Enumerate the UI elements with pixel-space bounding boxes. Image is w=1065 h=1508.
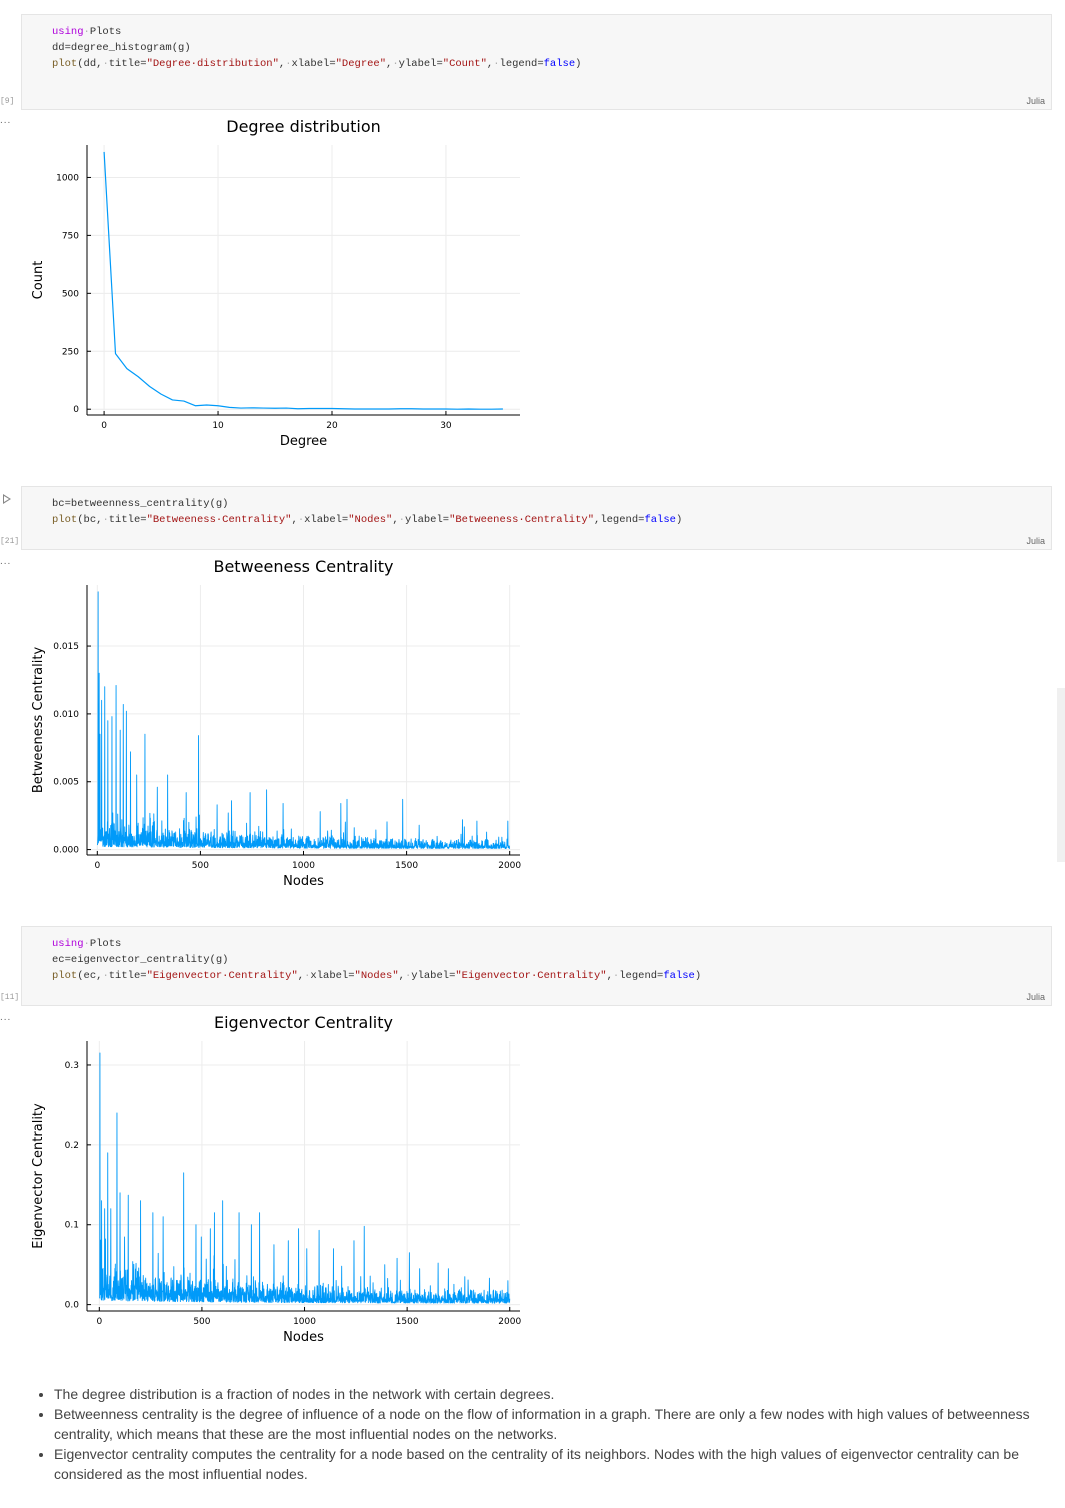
code-line[interactable]: dd=degree_histogram(g): [52, 42, 191, 54]
code-editor-1[interactable]: using·Plots dd=degree_histogram(g) plot(dd…: [52, 24, 581, 72]
run-cell-icon[interactable]: [3, 494, 11, 504]
x-tick-label: 20: [326, 421, 338, 431]
series-line: [103, 151, 503, 410]
y-tick-label: 0.015: [53, 642, 79, 652]
x-tick-label: 0: [94, 861, 100, 871]
y-tick-label: 0.010: [53, 710, 79, 720]
y-tick-label: 0.2: [65, 1141, 79, 1151]
x-axis-label: Nodes: [283, 1330, 324, 1345]
betweenness-centrality-chart: 0 500 1000 1500 2000 0.000 0.005 0.010 0.015 Betw…: [31, 557, 521, 889]
code-line[interactable]: using·Plots: [52, 938, 122, 950]
y-tick-label: 1000: [56, 173, 79, 183]
output-ellipsis[interactable]: ...: [0, 556, 12, 567]
x-tick-label: 1000: [292, 861, 315, 871]
x-tick-label: 1500: [396, 1317, 419, 1327]
chart-title: Degree distribution: [226, 117, 381, 136]
y-axis-label: Count: [31, 261, 46, 300]
x-tick-label: 0: [101, 421, 107, 431]
code-cell-1[interactable]: using·Plots dd=degree_histogram(g) plot(dd…: [21, 14, 1052, 110]
execution-count: [9]: [0, 97, 15, 106]
code-line[interactable]: ec=eigenvector_centrality(g): [52, 954, 229, 966]
notes-list: The degree distribution is a fraction of…: [32, 1384, 1065, 1484]
x-tick-label: 2000: [498, 861, 521, 871]
language-label[interactable]: Julia: [1026, 96, 1045, 106]
chart-title: Betweeness Centrality: [213, 557, 393, 576]
x-tick-label: 0: [96, 1317, 102, 1327]
note-item: Eigenvector centrality computes the cent…: [54, 1444, 1065, 1484]
x-tick-label: 30: [440, 421, 452, 431]
code-line[interactable]: plot(ec,·title="Eigenvector·Centrality",…: [52, 970, 702, 982]
y-tick-label: 250: [62, 347, 79, 357]
note-item: Betweenness centrality is the degree of …: [54, 1404, 1065, 1444]
code-cell-3[interactable]: using·Plots ec=eigenvector_centrality(g)p…: [21, 926, 1052, 1006]
x-tick-label: 1500: [395, 861, 418, 871]
x-axis-label: Nodes: [283, 874, 324, 889]
y-tick-label: 0.3: [65, 1061, 79, 1071]
code-line[interactable]: using·Plots: [52, 26, 122, 38]
y-tick-label: 500: [62, 289, 79, 299]
chart-title: Eigenvector Centrality: [214, 1013, 393, 1032]
code-line[interactable]: bc=betweenness_centrality(g): [52, 498, 229, 510]
x-tick-label: 1000: [293, 1317, 316, 1327]
code-editor-3[interactable]: using·Plots ec=eigenvector_centrality(g)p…: [52, 936, 701, 984]
language-label[interactable]: Julia: [1026, 536, 1045, 546]
code-line[interactable]: plot(dd,·title="Degree·distribution",·xl…: [52, 58, 582, 70]
series-line: [97, 591, 510, 850]
code-line[interactable]: plot(bc,·title="Betweeness·Centrality",·…: [52, 514, 683, 526]
series-line: [99, 1052, 511, 1304]
degree-distribution-chart: 0 10 20 30 0 250 500 750 1000 Degree distribution…: [31, 117, 520, 449]
x-tick-label: 500: [193, 1317, 210, 1327]
eigenvector-centrality-chart: 0 500 1000 1500 2000 0.0 0.1 0.2 0.3 Eigenvector …: [31, 1013, 521, 1345]
y-tick-label: 0.1: [65, 1221, 79, 1231]
y-tick-label: 0: [73, 405, 79, 415]
y-tick-label: 0.000: [53, 846, 79, 856]
x-tick-label: 2000: [498, 1317, 521, 1327]
note-item: The degree distribution is a fraction of…: [54, 1384, 1065, 1404]
y-axis-label: Betweeness Centrality: [31, 647, 46, 794]
output-ellipsis[interactable]: ...: [0, 115, 12, 126]
execution-count: [11]: [0, 993, 20, 1002]
execution-count: [21]: [0, 537, 20, 546]
y-tick-label: 750: [62, 231, 79, 241]
code-editor-2[interactable]: bc=betweenness_centrality(g) plot(bc,·tit…: [52, 496, 682, 528]
y-tick-label: 0.0: [65, 1301, 80, 1311]
y-tick-label: 0.005: [53, 778, 79, 788]
language-label[interactable]: Julia: [1026, 992, 1045, 1002]
y-axis-label: Eigenvector Centrality: [31, 1103, 46, 1249]
x-tick-label: 500: [192, 861, 209, 871]
code-cell-2[interactable]: bc=betweenness_centrality(g) plot(bc,·tit…: [21, 486, 1052, 550]
output-ellipsis[interactable]: ...: [0, 1012, 12, 1023]
x-tick-label: 10: [212, 421, 224, 431]
x-axis-label: Degree: [280, 434, 327, 449]
scrollbar[interactable]: [1057, 688, 1065, 862]
